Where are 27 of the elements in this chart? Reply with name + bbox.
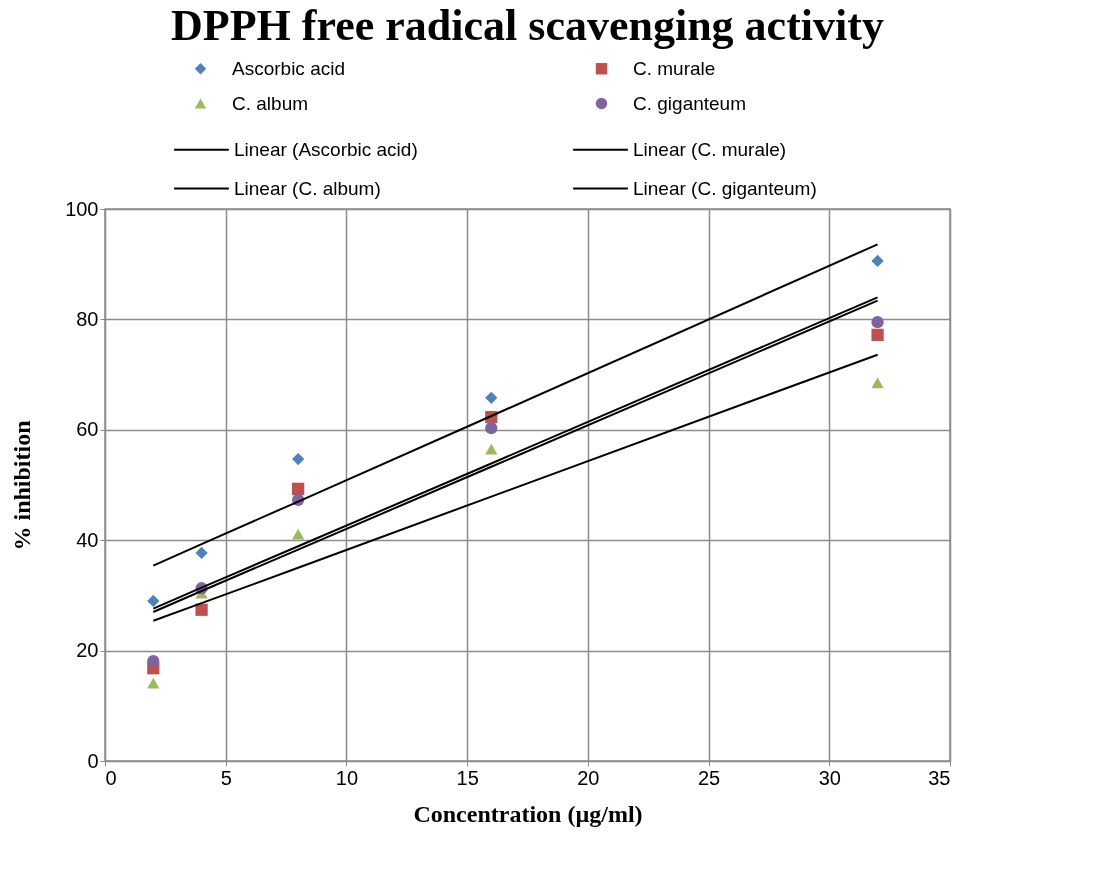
y-axis-title: % inhibition bbox=[9, 420, 36, 551]
x-tick-label: 0 bbox=[105, 766, 117, 789]
legend-label: Linear (C. album) bbox=[234, 177, 381, 199]
y-tick-label: 0 bbox=[87, 749, 99, 772]
legend-label: Linear (Ascorbic acid) bbox=[234, 138, 418, 160]
y-tick-label: 80 bbox=[76, 307, 99, 330]
x-tick-label: 5 bbox=[220, 766, 232, 789]
x-tick-label: 30 bbox=[818, 766, 841, 789]
x-tick-label: 10 bbox=[335, 766, 359, 789]
legend-label: C. murale bbox=[633, 57, 716, 79]
y-tick-label: 40 bbox=[76, 528, 99, 551]
legend-label: C. album bbox=[232, 92, 309, 114]
x-tick-label: 25 bbox=[697, 766, 721, 789]
y-tick-label: 100 bbox=[65, 197, 99, 220]
legend-label: C. giganteum bbox=[633, 92, 747, 114]
y-tick-label: 20 bbox=[76, 639, 99, 662]
chart-title: DPPH free radical scavenging activity bbox=[171, 1, 884, 50]
legend-label: Linear (C. murale) bbox=[633, 138, 787, 160]
line-series bbox=[152, 353, 879, 622]
legend-label: Ascorbic acid bbox=[232, 57, 345, 79]
x-tick-label: 15 bbox=[456, 766, 479, 789]
x-tick-label: 35 bbox=[928, 766, 951, 789]
y-tick-label: 60 bbox=[76, 418, 99, 441]
line-series bbox=[152, 243, 879, 567]
x-axis-title: Concentration (µg/ml) bbox=[413, 800, 643, 827]
legend-label: Linear (C. giganteum) bbox=[633, 177, 817, 199]
x-tick-label: 20 bbox=[577, 766, 600, 789]
